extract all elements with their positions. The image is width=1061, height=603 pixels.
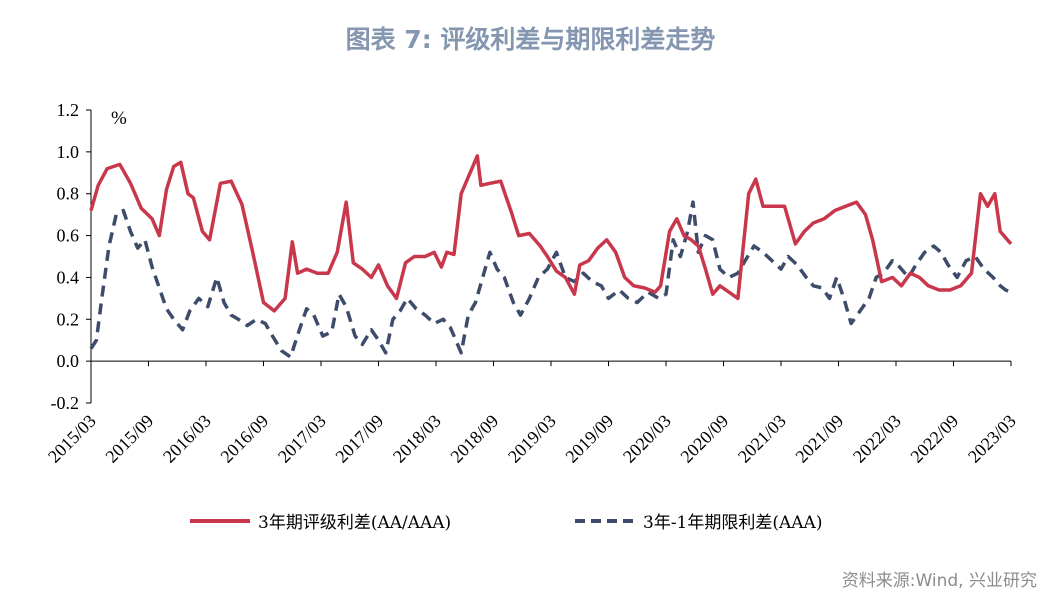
y-tick-label: 1.2	[57, 100, 80, 120]
x-tick-label: 2022/09	[906, 411, 962, 467]
source-note: 资料来源:Wind, 兴业研究	[841, 571, 1037, 591]
chart-title: 图表 7: 评级利差与期限利差走势	[345, 25, 716, 54]
y-tick-label: -0.2	[51, 393, 80, 413]
y-tick-label: 0.0	[57, 351, 80, 371]
y-tick-label: 0.4	[57, 267, 80, 287]
x-tick-label: 2019/03	[504, 411, 560, 467]
x-tick-label: 2021/03	[734, 411, 790, 467]
x-tick-label: 2020/03	[619, 411, 675, 467]
x-tick-label: 2015/09	[101, 411, 157, 467]
x-tick-label: 2016/09	[216, 411, 272, 467]
legend-label-term-spread: 3年-1年期限利差(AAA)	[643, 513, 822, 533]
x-tick-label: 2016/03	[159, 411, 215, 467]
legend: 3年期评级利差(AA/AAA) 3年-1年期限利差(AAA)	[190, 513, 822, 533]
x-tick-label: 2017/09	[331, 411, 387, 467]
x-tick-label: 2021/09	[791, 411, 847, 467]
y-tick-label: 1.0	[57, 142, 80, 162]
x-tick-label: 2020/09	[676, 411, 732, 467]
y-tick-label: 0.6	[57, 226, 80, 246]
y-tick-label: 0.8	[57, 184, 80, 204]
legend-label-rating-spread: 3年期评级利差(AA/AAA)	[258, 513, 451, 533]
x-tick-label: 2015/03	[44, 411, 100, 467]
x-tick-label: 2018/03	[389, 411, 445, 467]
series-line-term-spread	[89, 200, 1012, 359]
x-tick-label: 2017/03	[274, 411, 330, 467]
x-tick-label: 2018/09	[446, 411, 502, 467]
chart-axes: 1.2 1.0 0.8 0.6 0.4 0.2 0.0 -0.2% 2015/03 2015/09…	[44, 100, 1020, 467]
x-tick-label: 2022/03	[849, 411, 905, 467]
x-tick-label: 2019/09	[561, 411, 617, 467]
y-tick-label: 0.2	[57, 309, 80, 329]
series-line-rating-spread	[89, 154, 1013, 313]
x-tick-label: 2023/03	[964, 411, 1020, 467]
y-unit-label: %	[111, 108, 127, 129]
series-layer	[89, 154, 1013, 359]
